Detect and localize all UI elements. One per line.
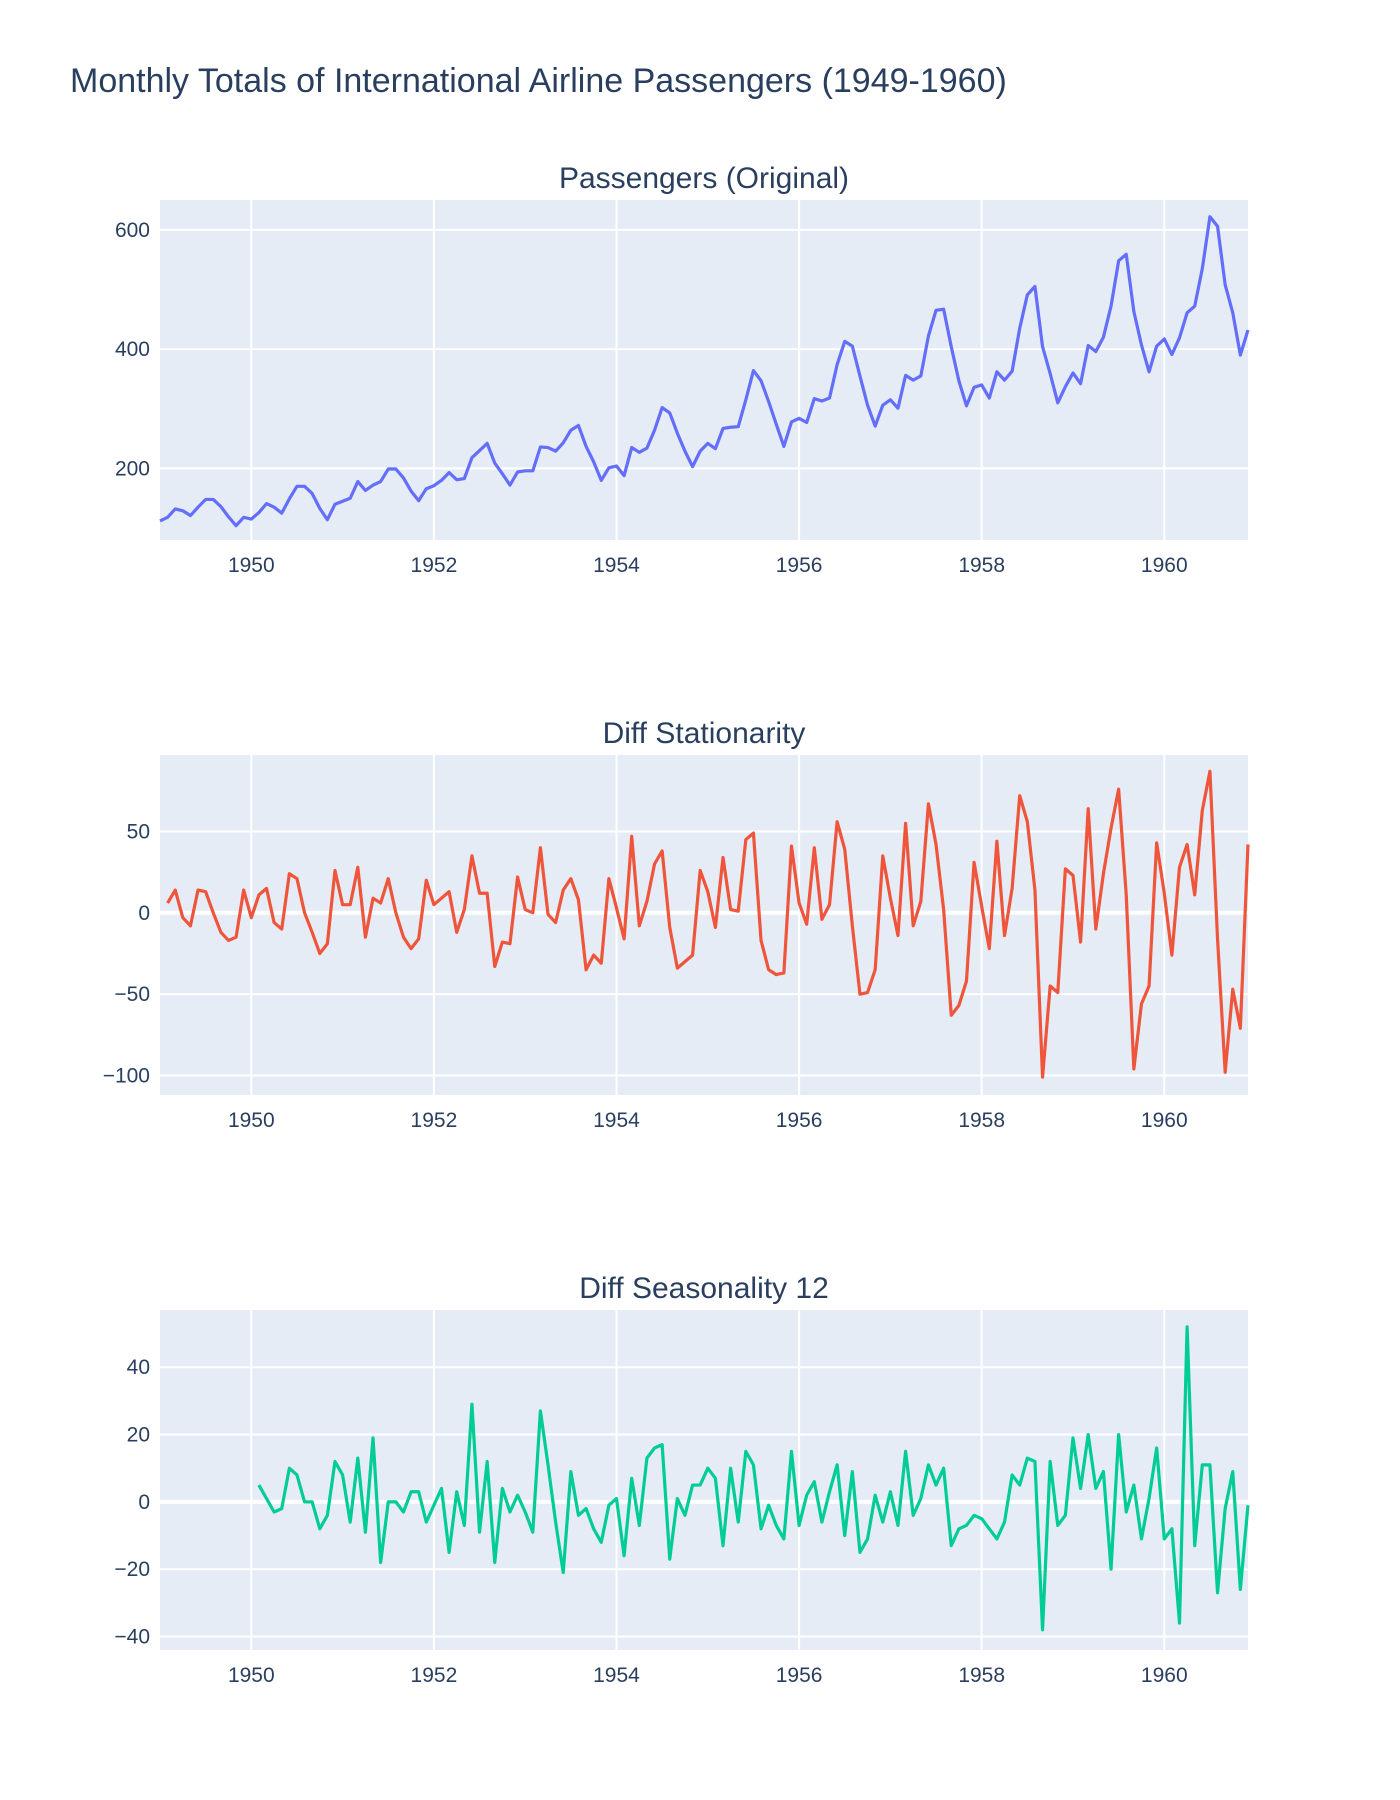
subplot-2: 1950 1952 1954 1956 1958 1960 −100 −50 0 50 Diff S… xyxy=(103,717,1250,1132)
series-line xyxy=(159,215,1250,528)
series-line xyxy=(257,1325,1250,1632)
y-tick-label: 20 xyxy=(127,1424,150,1447)
x-tick-label: 1956 xyxy=(776,554,823,577)
y-tick-label: −50 xyxy=(114,983,150,1006)
y-tick-label: 400 xyxy=(115,338,150,361)
x-tick-label: 1950 xyxy=(228,554,275,577)
x-tick-label: 1952 xyxy=(411,1109,458,1132)
x-tick-label: 1956 xyxy=(776,1664,823,1687)
chart-title: Monthly Totals of International Airline … xyxy=(70,62,1007,100)
x-tick-label: 1954 xyxy=(593,1109,640,1132)
subplot-title: Passengers (Original) xyxy=(559,162,849,195)
series-line xyxy=(166,769,1250,1079)
x-tick-label: 1960 xyxy=(1141,1664,1188,1687)
x-tick-label: 1958 xyxy=(958,1664,1005,1687)
x-tick-label: 1950 xyxy=(228,1664,275,1687)
y-tick-label: 50 xyxy=(127,820,150,843)
subplot-title: Diff Stationarity xyxy=(603,717,806,750)
x-tick-label: 1960 xyxy=(1141,1109,1188,1132)
y-tick-label: 200 xyxy=(115,457,150,480)
y-tick-label: 0 xyxy=(138,1491,150,1514)
x-tick-label: 1952 xyxy=(411,1664,458,1687)
y-tick-label: −100 xyxy=(103,1064,150,1087)
subplot-title: Diff Seasonality 12 xyxy=(579,1272,829,1305)
y-tick-label: 0 xyxy=(138,902,150,925)
plot-area xyxy=(160,755,1248,1095)
x-tick-label: 1956 xyxy=(776,1109,823,1132)
subplot-1: 1950 1952 1954 1956 1958 1960 200 400 600 Passeng… xyxy=(115,162,1250,577)
subplot-3: 1950 1952 1954 1956 1958 1960 −40 −20 0 20 40 Diff … xyxy=(114,1272,1250,1687)
x-tick-label: 1958 xyxy=(958,554,1005,577)
y-tick-label: −20 xyxy=(114,1558,150,1581)
y-tick-label: −40 xyxy=(114,1626,150,1649)
x-tick-label: 1950 xyxy=(228,1109,275,1132)
x-tick-label: 1952 xyxy=(411,554,458,577)
y-tick-label: 600 xyxy=(115,219,150,242)
x-tick-label: 1960 xyxy=(1141,554,1188,577)
x-tick-label: 1958 xyxy=(958,1109,1005,1132)
x-tick-label: 1954 xyxy=(593,1664,640,1687)
y-tick-label: 40 xyxy=(127,1356,150,1379)
plot-area xyxy=(160,200,1248,540)
x-tick-label: 1954 xyxy=(593,554,640,577)
